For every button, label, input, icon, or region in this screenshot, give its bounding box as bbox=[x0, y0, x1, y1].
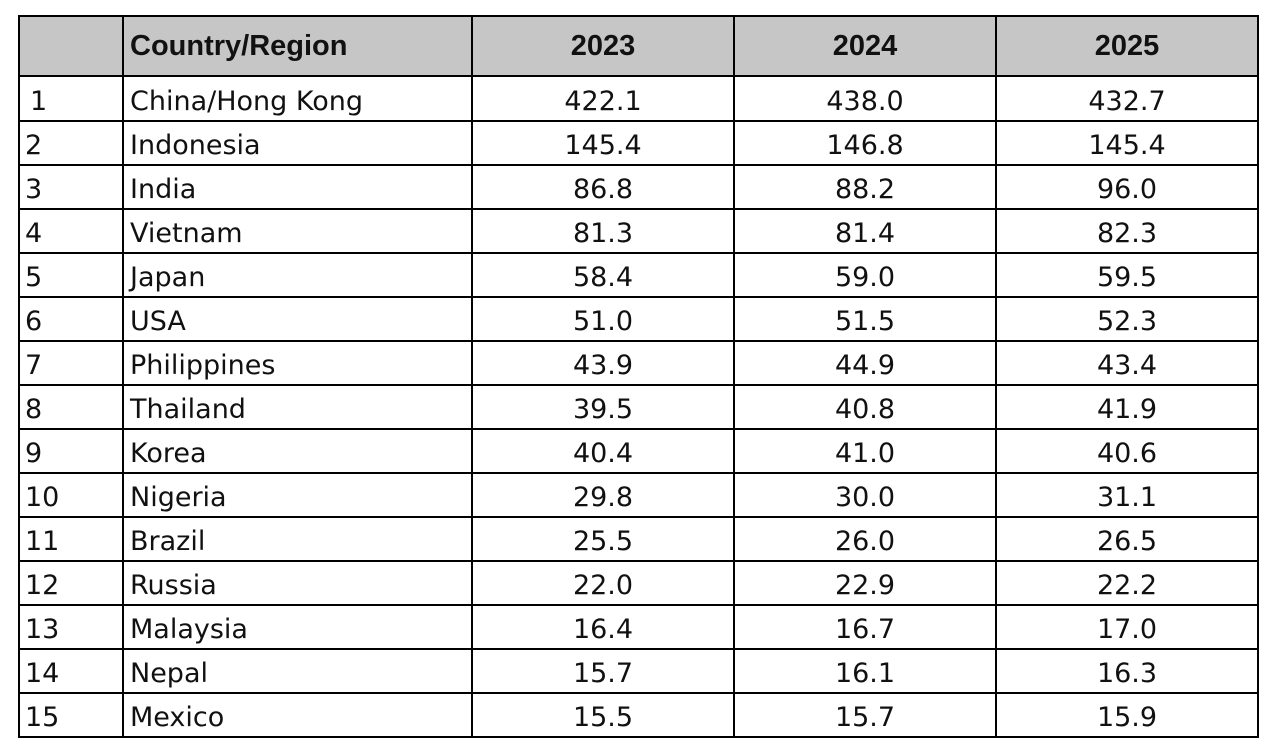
country-cell: Russia bbox=[122, 560, 473, 606]
value-cell-2025: 41.9 bbox=[995, 384, 1259, 430]
value-cell-2025: 145.4 bbox=[995, 120, 1259, 166]
ranking-table: Country/Region 2023 2024 2025 1 China/Hon… bbox=[18, 15, 1259, 738]
value-cell-2024: 22.9 bbox=[733, 560, 997, 606]
table-row: 10 Nigeria 29.8 30.0 31.1 bbox=[18, 472, 1259, 518]
value-cell-2024: 41.0 bbox=[733, 428, 997, 474]
table-row: 15 Mexico 15.5 15.7 15.9 bbox=[18, 692, 1259, 738]
value-cell-2025: 17.0 bbox=[995, 604, 1259, 650]
rank-cell: 2 bbox=[18, 120, 124, 166]
value-cell-2024: 15.7 bbox=[733, 692, 997, 738]
value-cell-2023: 43.9 bbox=[471, 340, 735, 386]
country-cell: USA bbox=[122, 296, 473, 342]
country-cell: Thailand bbox=[122, 384, 473, 430]
value-cell-2023: 39.5 bbox=[471, 384, 735, 430]
rank-cell: 15 bbox=[18, 692, 124, 738]
country-cell: Vietnam bbox=[122, 208, 473, 254]
country-cell: Philippines bbox=[122, 340, 473, 386]
value-cell-2024: 16.7 bbox=[733, 604, 997, 650]
value-cell-2025: 96.0 bbox=[995, 164, 1259, 210]
country-cell: Malaysia bbox=[122, 604, 473, 650]
value-cell-2025: 82.3 bbox=[995, 208, 1259, 254]
rank-cell: 6 bbox=[18, 296, 124, 342]
value-cell-2024: 59.0 bbox=[733, 252, 997, 298]
rank-cell: 14 bbox=[18, 648, 124, 694]
table-row: 1 China/Hong Kong 422.1 438.0 432.7 bbox=[18, 75, 1259, 122]
country-cell: Japan bbox=[122, 252, 473, 298]
table-row: 5 Japan 58.4 59.0 59.5 bbox=[18, 252, 1259, 298]
country-cell: Nepal bbox=[122, 648, 473, 694]
header-year-2025: 2025 bbox=[995, 15, 1259, 77]
table-row: 2 Indonesia 145.4 146.8 145.4 bbox=[18, 120, 1259, 166]
value-cell-2025: 15.9 bbox=[995, 692, 1259, 738]
table-body: 1 China/Hong Kong 422.1 438.0 432.7 2 Indonesi… bbox=[18, 75, 1259, 738]
value-cell-2023: 81.3 bbox=[471, 208, 735, 254]
rank-cell: 4 bbox=[18, 208, 124, 254]
rank-cell: 8 bbox=[18, 384, 124, 430]
value-cell-2024: 26.0 bbox=[733, 516, 997, 562]
rank-cell: 12 bbox=[18, 560, 124, 606]
table-row: 13 Malaysia 16.4 16.7 17.0 bbox=[18, 604, 1259, 650]
rank-cell: 11 bbox=[18, 516, 124, 562]
country-cell: China/Hong Kong bbox=[122, 75, 473, 122]
rank-cell: 10 bbox=[18, 472, 124, 518]
value-cell-2023: 15.5 bbox=[471, 692, 735, 738]
value-cell-2023: 58.4 bbox=[471, 252, 735, 298]
value-cell-2023: 51.0 bbox=[471, 296, 735, 342]
value-cell-2025: 26.5 bbox=[995, 516, 1259, 562]
value-cell-2024: 146.8 bbox=[733, 120, 997, 166]
value-cell-2024: 51.5 bbox=[733, 296, 997, 342]
table-row: 8 Thailand 39.5 40.8 41.9 bbox=[18, 384, 1259, 430]
country-cell: Mexico bbox=[122, 692, 473, 738]
value-cell-2023: 22.0 bbox=[471, 560, 735, 606]
rank-cell: 13 bbox=[18, 604, 124, 650]
value-cell-2023: 16.4 bbox=[471, 604, 735, 650]
table-row: 4 Vietnam 81.3 81.4 82.3 bbox=[18, 208, 1259, 254]
rank-cell: 9 bbox=[18, 428, 124, 474]
value-cell-2024: 44.9 bbox=[733, 340, 997, 386]
value-cell-2025: 432.7 bbox=[995, 75, 1259, 122]
table-row: 12 Russia 22.0 22.9 22.2 bbox=[18, 560, 1259, 606]
value-cell-2023: 422.1 bbox=[471, 75, 735, 122]
value-cell-2025: 31.1 bbox=[995, 472, 1259, 518]
rank-cell: 5 bbox=[18, 252, 124, 298]
header-rank bbox=[18, 15, 124, 77]
header-row: Country/Region 2023 2024 2025 bbox=[18, 15, 1259, 77]
country-cell: Nigeria bbox=[122, 472, 473, 518]
value-cell-2023: 25.5 bbox=[471, 516, 735, 562]
value-cell-2024: 30.0 bbox=[733, 472, 997, 518]
table-row: 14 Nepal 15.7 16.1 16.3 bbox=[18, 648, 1259, 694]
table-row: 7 Philippines 43.9 44.9 43.4 bbox=[18, 340, 1259, 386]
table-row: 6 USA 51.0 51.5 52.3 bbox=[18, 296, 1259, 342]
country-cell: Brazil bbox=[122, 516, 473, 562]
value-cell-2025: 16.3 bbox=[995, 648, 1259, 694]
rank-cell: 3 bbox=[18, 164, 124, 210]
value-cell-2023: 86.8 bbox=[471, 164, 735, 210]
value-cell-2024: 81.4 bbox=[733, 208, 997, 254]
header-country: Country/Region bbox=[122, 15, 473, 77]
value-cell-2025: 59.5 bbox=[995, 252, 1259, 298]
table-row: 9 Korea 40.4 41.0 40.6 bbox=[18, 428, 1259, 474]
header-year-2023: 2023 bbox=[471, 15, 735, 77]
header-year-2024: 2024 bbox=[733, 15, 997, 77]
country-cell: India bbox=[122, 164, 473, 210]
table-row: 3 India 86.8 88.2 96.0 bbox=[18, 164, 1259, 210]
value-cell-2024: 438.0 bbox=[733, 75, 997, 122]
value-cell-2023: 29.8 bbox=[471, 472, 735, 518]
value-cell-2023: 40.4 bbox=[471, 428, 735, 474]
rank-cell: 7 bbox=[18, 340, 124, 386]
value-cell-2024: 88.2 bbox=[733, 164, 997, 210]
value-cell-2023: 15.7 bbox=[471, 648, 735, 694]
country-cell: Korea bbox=[122, 428, 473, 474]
value-cell-2025: 22.2 bbox=[995, 560, 1259, 606]
table-row: 11 Brazil 25.5 26.0 26.5 bbox=[18, 516, 1259, 562]
value-cell-2024: 16.1 bbox=[733, 648, 997, 694]
value-cell-2025: 40.6 bbox=[995, 428, 1259, 474]
value-cell-2025: 52.3 bbox=[995, 296, 1259, 342]
country-cell: Indonesia bbox=[122, 120, 473, 166]
value-cell-2024: 40.8 bbox=[733, 384, 997, 430]
value-cell-2023: 145.4 bbox=[471, 120, 735, 166]
rank-cell: 1 bbox=[18, 75, 124, 122]
value-cell-2025: 43.4 bbox=[995, 340, 1259, 386]
